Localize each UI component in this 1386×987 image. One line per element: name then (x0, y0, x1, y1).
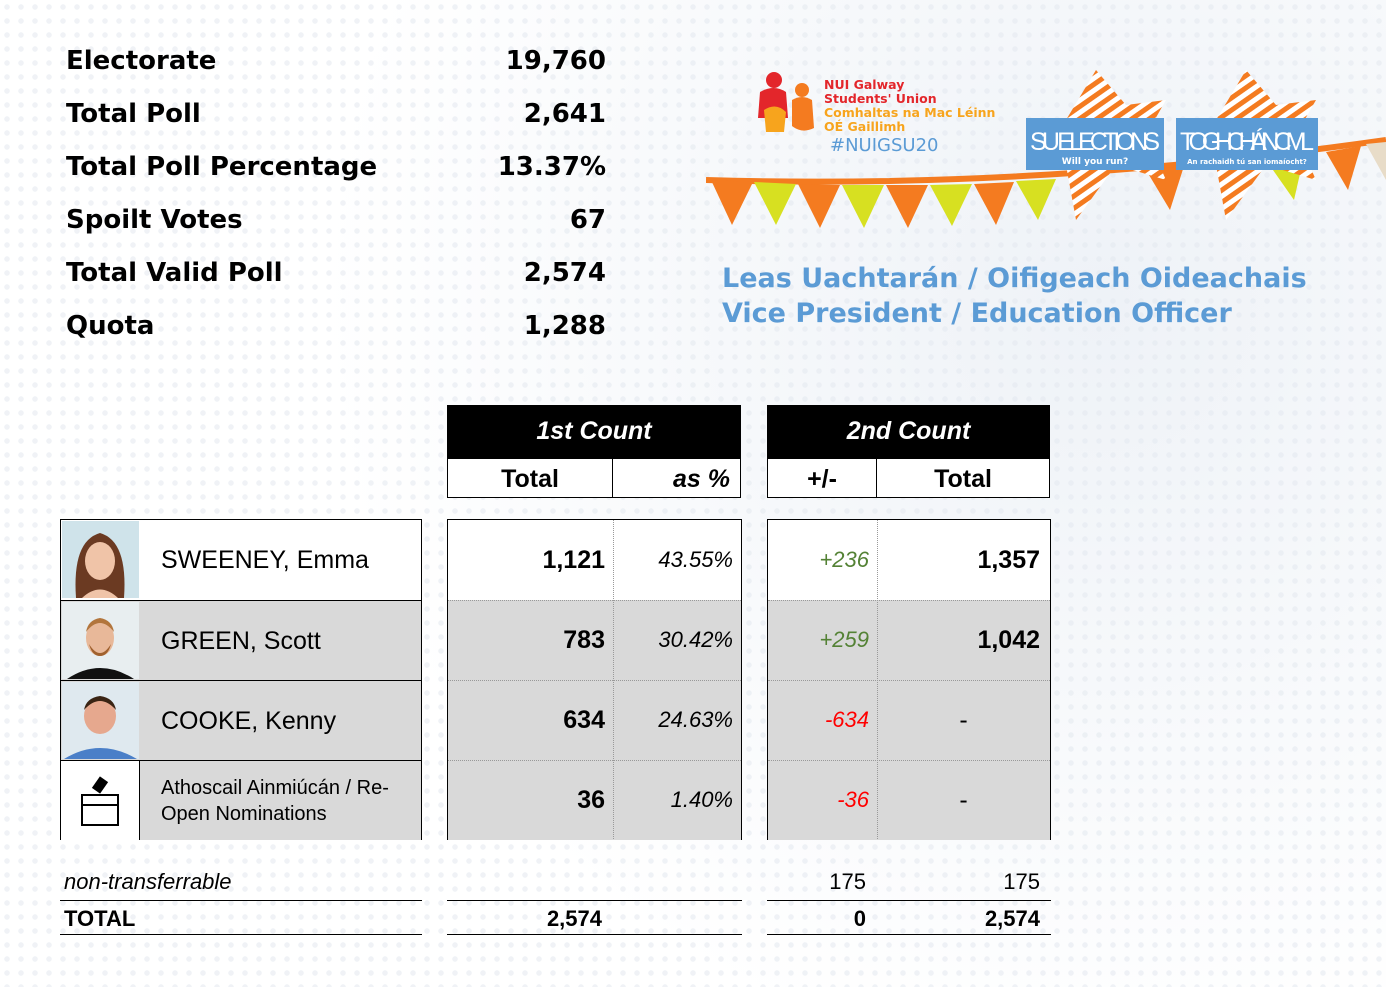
sign1-text: SU ELECTIONS (1030, 128, 1160, 156)
nontransferrable-total: 175 (1003, 869, 1040, 894)
second-count-total: 1,042 (977, 626, 1040, 654)
first-count-header: 1st Count (447, 405, 741, 458)
candidate-name: COOKE, Kenny (161, 707, 337, 735)
first-count-total: 1,121 (542, 546, 605, 574)
divider (60, 934, 422, 935)
first-count-pct: 1.40% (670, 787, 733, 812)
total-label: TOTAL (64, 906, 136, 931)
first-count-pct: 30.42% (658, 627, 733, 652)
divider (767, 900, 1051, 901)
stat-label: Total Poll (66, 99, 201, 129)
su-logo: NUI Galway Students' Union Comhaltas na … (752, 70, 995, 156)
table-row (448, 600, 741, 680)
divider (447, 934, 742, 935)
table-row (448, 680, 741, 760)
candidate-name: GREEN, Scott (161, 627, 321, 655)
second-count-total: - (959, 786, 968, 814)
first-count-pct: 43.55% (658, 547, 733, 572)
stat-label: Total Valid Poll (66, 258, 283, 288)
stat-value: 19,760 (505, 46, 606, 76)
total-change: 0 (853, 906, 866, 931)
sign2-text: TOGHCHÁIN CML (1180, 127, 1314, 156)
candidate-row: GREEN, Scott (61, 600, 421, 680)
su-logo-figures-icon (758, 72, 814, 132)
pennants (711, 142, 1386, 228)
second-count-header: 2nd Count (767, 405, 1050, 458)
position-title-english: Vice President / Education Officer (722, 298, 1232, 329)
total-first-count: 2,574 (546, 906, 602, 931)
bunting-banner: SU ELECTIONS Will you run? TOGHCHÁIN CML… (706, 70, 1386, 228)
table-row (768, 760, 1050, 840)
table-row (448, 760, 741, 840)
candidate-row: Athoscail Ainmiúcán / Re-Open Nomination… (61, 760, 421, 840)
second-count-table: +236 1,357 +259 1,042 -634 - -36 - (767, 519, 1051, 840)
divider (447, 900, 742, 901)
avatar (62, 521, 139, 598)
stat-label: Electorate (66, 46, 217, 76)
ballot-box-icon (81, 776, 119, 826)
first-count-pct: 24.63% (658, 707, 733, 732)
logo-text: Comhaltas na Mac Léinn (824, 105, 996, 120)
stat-value: 2,641 (523, 99, 606, 129)
second-count-total: - (959, 706, 968, 734)
logo-text: Students' Union (824, 91, 937, 106)
col-header-pct: as % (612, 458, 741, 498)
stat-value: 2,574 (523, 258, 606, 288)
transfer-change: -634 (824, 707, 869, 732)
first-count-table: 1,121 43.55% 783 30.42% 634 24.63% 36 1.… (447, 519, 742, 840)
candidate-name: SWEENEY, Emma (161, 546, 369, 574)
stat-value: 67 (569, 205, 606, 235)
second-count-total: 1,357 (977, 546, 1040, 574)
nontransferrable-label: non-transferrable (64, 869, 232, 894)
candidate-row: COOKE, Kenny (61, 680, 421, 760)
transfer-change: +236 (819, 547, 869, 572)
col-header-total1: Total (447, 458, 613, 498)
avatar (62, 602, 139, 679)
candidate-name: Athoscail Ainmiúcán / Re-Open Nomination… (161, 777, 389, 825)
position-title-irish: Leas Uachtarán / Oifigeach Oideachais (722, 263, 1307, 294)
sign2-subtext: An rachaidh tú san iomaíocht? (1187, 158, 1307, 166)
logo-text: NUI Galway (824, 77, 905, 92)
stat-label: Total Poll Percentage (66, 152, 378, 182)
divider (877, 520, 878, 839)
nontransferrable-change: 175 (829, 869, 866, 894)
first-count-total: 634 (563, 706, 605, 734)
stat-label: Spoilt Votes (66, 205, 243, 235)
col-header-change: +/- (767, 458, 877, 498)
first-count-total: 36 (577, 786, 605, 814)
hashtag: #NUIGSU20 (830, 135, 939, 156)
stat-value: 13.37% (497, 152, 606, 182)
transfer-change: -36 (837, 787, 869, 812)
col-header-total2: Total (876, 458, 1050, 498)
total-second-count: 2,574 (984, 906, 1040, 931)
transfer-change: +259 (819, 627, 869, 652)
table-row (768, 680, 1050, 760)
candidates-list: SWEENEY, Emma GREEN, Scott COOKE, Kenny … (60, 519, 422, 840)
avatar (62, 682, 139, 759)
sign-toghchain (1176, 118, 1318, 170)
divider (767, 934, 1051, 935)
table-row (768, 600, 1050, 680)
divider (613, 520, 614, 839)
candidate-row: SWEENEY, Emma (61, 520, 421, 600)
divider (60, 900, 422, 901)
sign-su-elections (1026, 118, 1164, 170)
first-count-total: 783 (563, 626, 605, 654)
sign1-subtext: Will you run? (1062, 157, 1128, 167)
stat-value: 1,288 (523, 311, 606, 341)
stat-label: Quota (66, 311, 155, 341)
logo-text: OÉ Gaillimh (824, 119, 906, 134)
